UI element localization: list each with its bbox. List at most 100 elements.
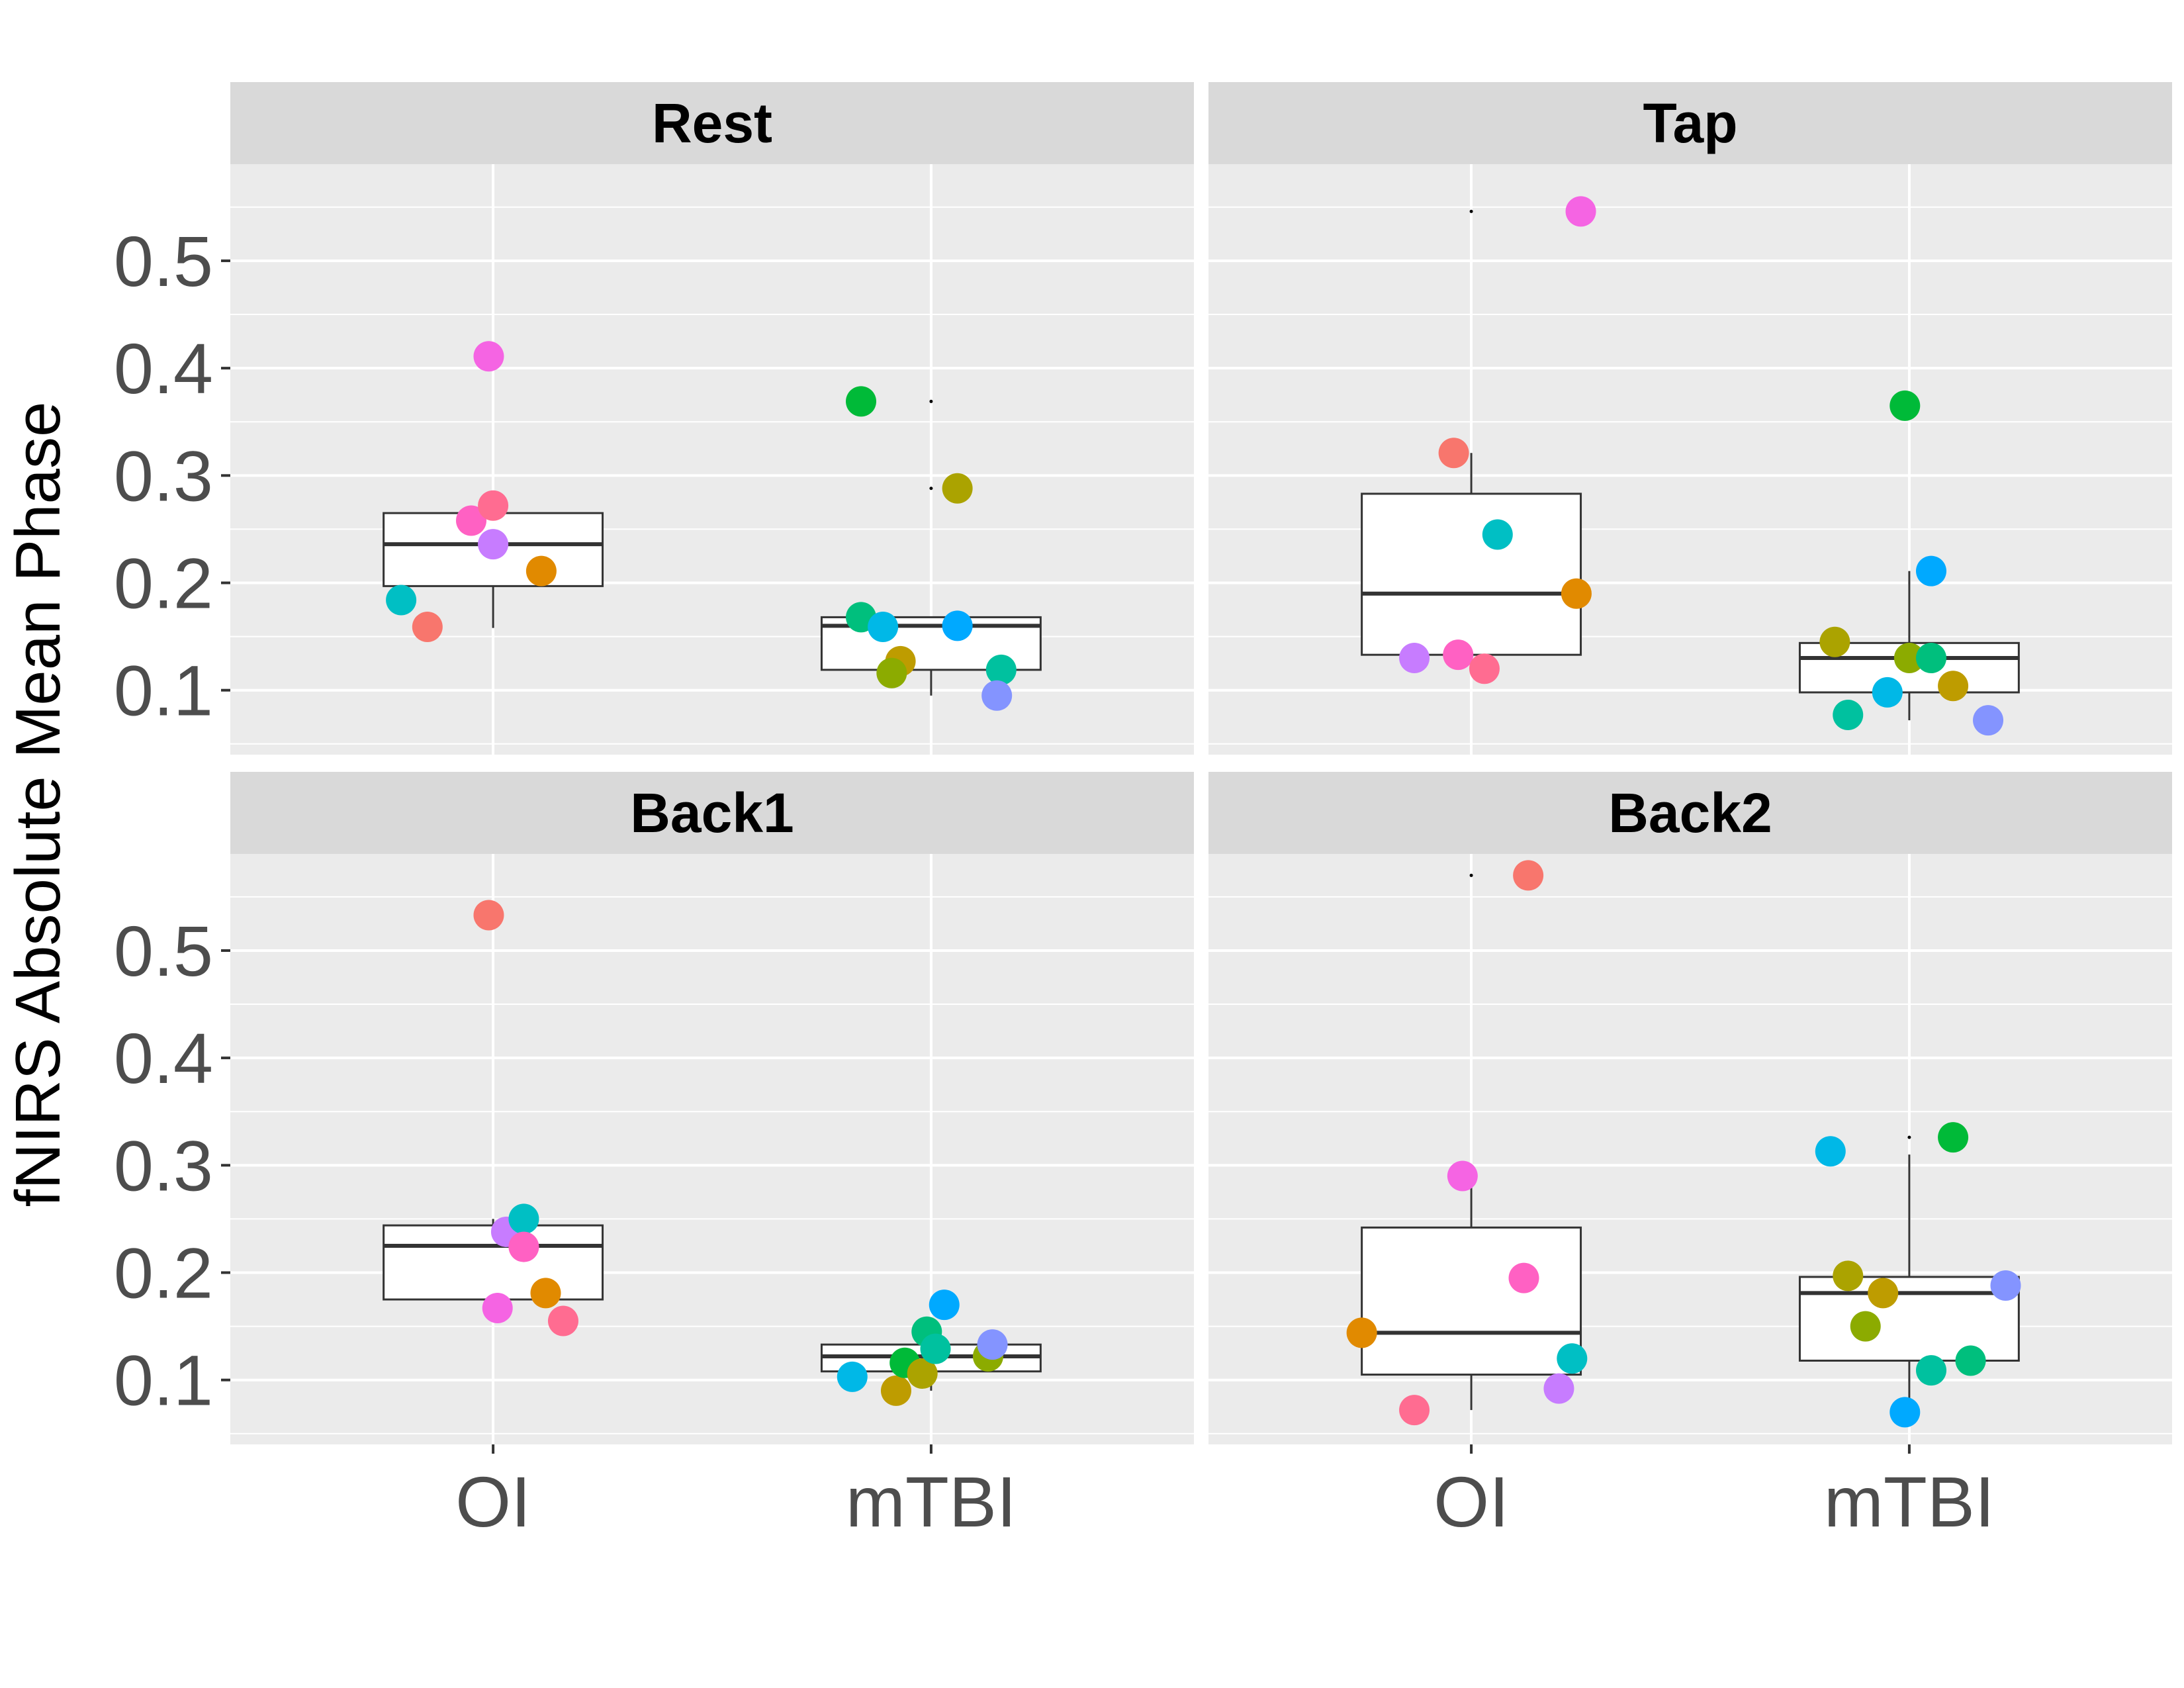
outlier-point — [929, 399, 933, 403]
axes-layer: 0.1 0.2 0.3 0.4 0.5 0.1 0.2 0.3 0.4 0.5 OI mTBI OI mT… — [114, 221, 1995, 1542]
panel-rest: Rest — [230, 82, 1194, 755]
y-tick-label: 0.4 — [114, 1018, 213, 1098]
data-point — [837, 1361, 868, 1392]
y-tick-label: 0.1 — [114, 651, 213, 731]
data-point — [1916, 555, 1946, 586]
outlier-point — [929, 487, 933, 491]
data-point — [508, 1231, 539, 1262]
data-point — [1469, 653, 1500, 684]
panel-background — [230, 854, 1194, 1444]
data-point — [1438, 438, 1469, 469]
panel-background — [1208, 164, 2172, 755]
panel-back1: Back1 — [230, 772, 1194, 1444]
data-point — [920, 1333, 951, 1364]
data-point — [473, 900, 504, 931]
data-point — [508, 1203, 539, 1235]
panels-layer: Rest Tap Back1 Back2 — [230, 82, 2172, 1444]
data-point — [1872, 677, 1903, 708]
data-point — [1513, 860, 1544, 891]
data-point — [942, 610, 973, 641]
panel-background — [1208, 854, 2172, 1444]
data-point — [1833, 1260, 1864, 1291]
data-point — [482, 1293, 513, 1324]
data-point — [1916, 1355, 1946, 1386]
y-tick-label: 0.2 — [114, 1233, 213, 1313]
data-point — [876, 657, 907, 688]
data-point — [1955, 1345, 1986, 1376]
outlier-point — [1469, 209, 1473, 213]
data-point — [1508, 1262, 1539, 1293]
data-point — [525, 555, 557, 586]
boxplot-oi — [383, 341, 604, 643]
data-point — [1893, 643, 1925, 674]
y-axis-title: fNIRS Absolute Mean Phase — [3, 402, 73, 1207]
data-point — [981, 680, 1013, 711]
data-point — [880, 1375, 911, 1406]
box — [1361, 1226, 1582, 1376]
y-tick-label: 0.3 — [114, 1125, 213, 1205]
y-tick-label: 0.1 — [114, 1340, 213, 1421]
boxplot-mtbi — [1798, 390, 2020, 736]
y-tick-label: 0.2 — [114, 543, 213, 624]
data-point — [1346, 1317, 1377, 1348]
data-point — [1543, 1373, 1574, 1404]
panel-back2: Back2 — [1208, 772, 2172, 1444]
panel-strip-title: Back1 — [630, 782, 794, 844]
data-point — [977, 1329, 1008, 1360]
data-point — [1850, 1311, 1881, 1342]
panel-strip — [230, 82, 1194, 164]
panel-tap: Tap — [1208, 82, 2172, 755]
boxplot-oi — [383, 900, 604, 1336]
panel-strip — [230, 772, 1194, 854]
box — [1798, 1276, 2020, 1362]
data-point — [1990, 1270, 2021, 1301]
data-point — [530, 1278, 561, 1309]
data-point — [1565, 196, 1596, 227]
data-point — [412, 612, 443, 643]
panel-strip-title: Tap — [1643, 92, 1737, 154]
data-point — [478, 490, 509, 521]
x-tick-label: OI — [1433, 1462, 1509, 1542]
boxplot-mtbi — [820, 386, 1042, 711]
data-point — [1889, 1397, 1921, 1428]
boxplot-oi — [1346, 860, 1588, 1426]
data-point — [1447, 1160, 1478, 1192]
data-point — [1938, 1122, 1969, 1153]
data-point — [1482, 519, 1513, 550]
panel-strip-title: Back2 — [1608, 782, 1772, 844]
boxplot-mtbi — [1798, 1122, 2021, 1428]
data-point — [456, 505, 486, 536]
outlier-point — [1907, 1135, 1911, 1139]
data-point — [1443, 639, 1474, 671]
data-point — [1916, 643, 1946, 674]
box — [1361, 492, 1582, 656]
data-point — [1973, 705, 2004, 736]
panel-strip — [1208, 82, 2172, 164]
data-point — [386, 585, 417, 616]
y-tick-label: 0.5 — [114, 911, 213, 991]
y-tick-label: 0.3 — [114, 436, 213, 516]
data-point — [929, 1289, 960, 1321]
data-point — [1833, 699, 1864, 730]
data-point — [985, 654, 1017, 685]
data-point — [1889, 390, 1921, 421]
data-point — [1815, 1136, 1846, 1167]
data-point — [1868, 1278, 1899, 1309]
data-point — [547, 1305, 578, 1336]
data-point — [1938, 671, 1969, 702]
data-point — [1561, 578, 1592, 609]
data-point — [907, 1358, 938, 1389]
data-point — [942, 473, 973, 504]
data-point — [478, 529, 509, 560]
data-point — [1819, 626, 1850, 657]
x-tick-label: mTBI — [1824, 1462, 1995, 1542]
panel-strip — [1208, 772, 2172, 854]
panel-background — [230, 164, 1194, 755]
data-point — [868, 612, 899, 643]
boxplot-oi — [1361, 196, 1596, 684]
data-point — [1399, 1395, 1430, 1426]
y-tick-label: 0.4 — [114, 328, 213, 408]
x-tick-label: OI — [455, 1462, 531, 1542]
panel-strip-title: Rest — [652, 92, 772, 154]
